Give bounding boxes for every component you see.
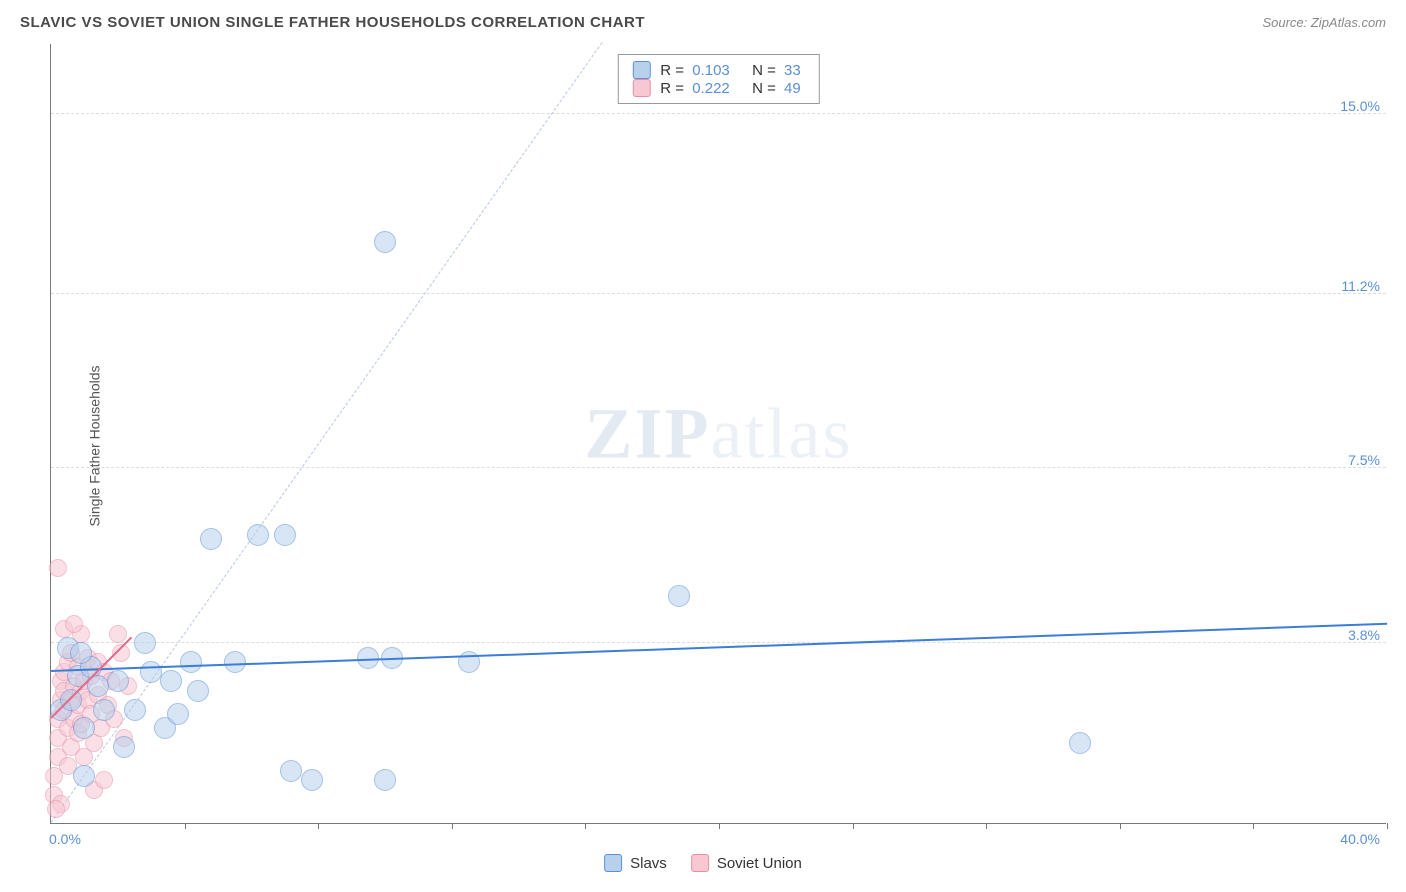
chart-plot-area: ZIPatlas 0.0% 40.0% 3.8%7.5%11.2%15.0%R … [50, 44, 1386, 824]
scatter-point-slavs [1069, 732, 1091, 754]
x-tick [719, 823, 720, 829]
gridline-h [51, 467, 1386, 468]
legend-swatch [691, 854, 709, 872]
scatter-point-slavs [160, 670, 182, 692]
gridline-h [51, 293, 1386, 294]
x-tick [318, 823, 319, 829]
scatter-point-slavs [70, 642, 92, 664]
scatter-point-soviet [47, 800, 65, 818]
y-tick-label: 15.0% [1340, 98, 1380, 114]
legend-swatch [604, 854, 622, 872]
legend-swatch [632, 79, 650, 97]
scatter-point-soviet [95, 771, 113, 789]
x-tick [1120, 823, 1121, 829]
correlation-row-slavs: R = 0.103 N = 33 [632, 61, 804, 79]
scatter-point-slavs [301, 769, 323, 791]
x-tick [986, 823, 987, 829]
x-tick [585, 823, 586, 829]
scatter-point-slavs [280, 760, 302, 782]
N-label: N = 49 [744, 80, 805, 97]
R-label: R = 0.222 [660, 80, 733, 97]
x-tick [185, 823, 186, 829]
correlation-row-soviet: R = 0.222 N = 49 [632, 79, 804, 97]
scatter-point-slavs [140, 661, 162, 683]
R-value: 0.222 [692, 80, 730, 97]
x-max-label: 40.0% [1340, 831, 1380, 847]
y-tick-label: 7.5% [1348, 452, 1380, 468]
chart-header: SLAVIC VS SOVIET UNION SINGLE FATHER HOU… [0, 0, 1406, 44]
watermark: ZIPatlas [585, 392, 853, 475]
legend-label: Soviet Union [717, 855, 802, 872]
scatter-point-slavs [668, 585, 690, 607]
gridline-h [51, 642, 1386, 643]
chart-source: Source: ZipAtlas.com [1262, 15, 1386, 30]
legend-label: Slavs [630, 855, 667, 872]
legend-swatch [632, 61, 650, 79]
scatter-point-slavs [134, 632, 156, 654]
y-tick-label: 3.8% [1348, 627, 1380, 643]
chart-title: SLAVIC VS SOVIET UNION SINGLE FATHER HOU… [20, 14, 645, 31]
scatter-point-soviet [109, 625, 127, 643]
R-value: 0.103 [692, 62, 730, 79]
scatter-point-slavs [374, 769, 396, 791]
x-tick [1253, 823, 1254, 829]
scatter-point-slavs [180, 651, 202, 673]
x-tick [1387, 823, 1388, 829]
watermark-bold: ZIP [585, 393, 711, 473]
N-label: N = 33 [744, 62, 805, 79]
chart-legend: Slavs Soviet Union [604, 854, 802, 872]
y-tick-label: 11.2% [1341, 278, 1380, 294]
scatter-point-slavs [73, 765, 95, 787]
trend-line [51, 622, 1387, 671]
correlation-box: R = 0.103 N = 33R = 0.222 N = 49 [617, 54, 819, 104]
gridline-h [51, 113, 1386, 114]
scatter-point-slavs [167, 703, 189, 725]
scatter-point-slavs [124, 699, 146, 721]
x-tick [853, 823, 854, 829]
scatter-point-slavs [93, 699, 115, 721]
legend-item-soviet: Soviet Union [691, 854, 802, 872]
legend-item-slavs: Slavs [604, 854, 667, 872]
scatter-point-slavs [113, 736, 135, 758]
R-label: R = 0.103 [660, 62, 733, 79]
N-value: 49 [784, 80, 801, 97]
scatter-point-slavs [200, 528, 222, 550]
scatter-point-slavs [374, 231, 396, 253]
scatter-point-soviet [65, 615, 83, 633]
N-value: 33 [784, 62, 801, 79]
scatter-point-slavs [107, 670, 129, 692]
scatter-point-soviet [49, 559, 67, 577]
scatter-point-slavs [73, 717, 95, 739]
x-tick [452, 823, 453, 829]
scatter-point-slavs [247, 524, 269, 546]
scatter-point-slavs [274, 524, 296, 546]
watermark-rest: atlas [711, 393, 853, 473]
x-min-label: 0.0% [49, 831, 81, 847]
scatter-point-slavs [187, 680, 209, 702]
scatter-point-slavs [60, 689, 82, 711]
